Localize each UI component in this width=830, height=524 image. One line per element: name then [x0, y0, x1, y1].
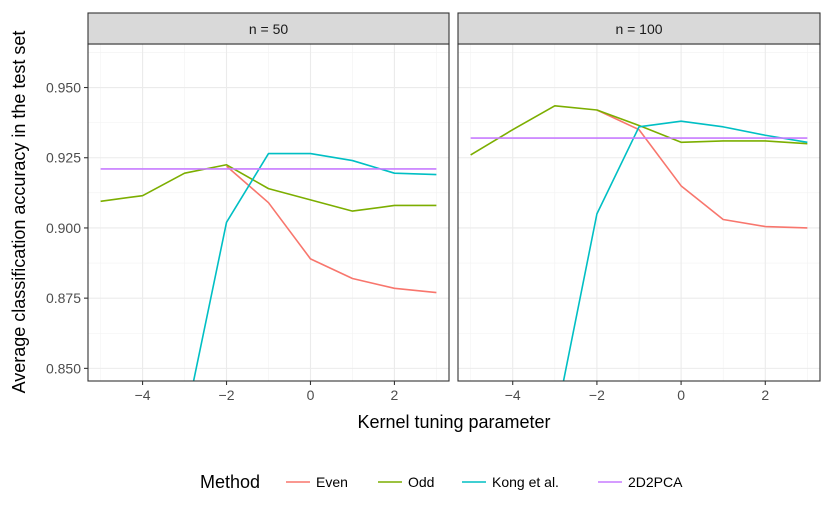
series-line-kong-et-al: [562, 120, 808, 381]
y-tick-label: 0.900: [46, 220, 81, 236]
legend-title: Method: [200, 472, 260, 492]
legend-label-even: Even: [316, 474, 348, 490]
legend-label-odd: Odd: [408, 474, 434, 490]
x-tick-label: 0: [307, 387, 315, 403]
y-tick-label: 0.925: [46, 150, 81, 166]
x-tick-label: −2: [589, 387, 605, 403]
strip-label: n = 50: [249, 21, 289, 37]
x-axis: −4 −2 0 2: [135, 381, 399, 403]
panel-n-50: n = 50 −4 −2 0 2: [87, 12, 450, 403]
series-line-kong-et-al: [192, 152, 437, 381]
x-tick-label: −4: [505, 387, 521, 403]
strip-label: n = 100: [615, 21, 662, 37]
legend-label-kong-et-al: Kong et al.: [492, 474, 559, 490]
y-axis: 0.850 0.875 0.900 0.925 0.950: [46, 80, 88, 376]
series-line-odd: [100, 163, 437, 212]
x-tick-label: −2: [219, 387, 235, 403]
series-line-even: [225, 165, 437, 294]
panel-series: [470, 104, 808, 381]
y-tick-label: 0.850: [46, 360, 81, 376]
panel-n-100: n = 100 −4 −2 0 2: [457, 12, 821, 403]
legend-label-2d2pca: 2D2PCA: [628, 474, 683, 490]
y-tick-label: 0.950: [46, 80, 81, 96]
panel-gridlines: [458, 44, 820, 381]
series-line-even: [596, 109, 808, 229]
legend: Method Even Odd Kong et al. 2D2PCA: [200, 472, 683, 492]
x-tick-label: 2: [391, 387, 399, 403]
strip-background: [457, 12, 821, 45]
y-tick-label: 0.875: [46, 290, 81, 306]
strip-background: [87, 12, 450, 45]
x-tick-label: −4: [135, 387, 151, 403]
x-axis: −4 −2 0 2: [505, 381, 769, 403]
x-tick-label: 0: [677, 387, 685, 403]
panel-series: [100, 152, 437, 381]
x-axis-title: Kernel tuning parameter: [357, 412, 550, 432]
series-line-odd: [470, 104, 808, 156]
panel-gridlines: [88, 44, 449, 381]
y-axis-title: Average classification accuracy in the t…: [9, 31, 29, 394]
x-tick-label: 2: [761, 387, 769, 403]
